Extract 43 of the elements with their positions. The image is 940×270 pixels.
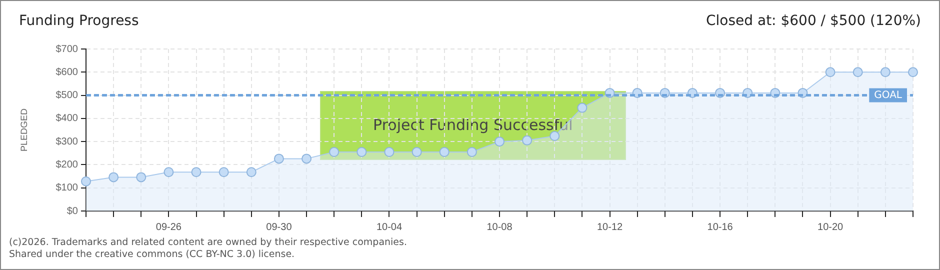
x-tick-label: 10-04 <box>376 222 402 233</box>
point <box>108 172 119 182</box>
point <box>246 167 256 178</box>
x-tick-label: 09-30 <box>266 222 292 233</box>
x-tick-label: 10-16 <box>707 222 734 233</box>
point <box>136 172 146 182</box>
y-tick-label: $100 <box>56 182 78 194</box>
point <box>191 167 202 178</box>
ref-line-label: GOAL <box>874 90 902 101</box>
point <box>164 167 174 178</box>
text: Shared under the creative commons (CC BY-NC 3.0) license. <box>9 249 295 260</box>
point <box>908 67 918 78</box>
x-tick-label: 10-08 <box>486 222 513 233</box>
y-tick-label: $600 <box>56 66 78 78</box>
text: (c)2026. Trademarks and related content are owned by their respective companies. <box>9 237 407 248</box>
point <box>412 146 422 157</box>
point <box>274 154 284 164</box>
point <box>439 146 450 157</box>
point <box>852 67 863 78</box>
point <box>218 167 229 178</box>
y-tick-label: $500 <box>56 90 78 102</box>
text: Closed at: $600 / $500 (120%) <box>706 13 921 29</box>
point <box>81 176 91 186</box>
point <box>825 67 836 78</box>
y-tick-label: $300 <box>56 136 78 148</box>
point <box>880 67 890 78</box>
point <box>494 136 504 147</box>
x-tick-label: 10-12 <box>596 222 623 233</box>
point <box>329 146 340 157</box>
point <box>384 146 394 157</box>
point <box>466 146 477 157</box>
y-tick-label: $200 <box>56 159 78 170</box>
point <box>356 146 367 157</box>
y-tick-label: $400 <box>56 113 78 124</box>
point <box>577 102 588 113</box>
point <box>302 154 312 164</box>
x-tick-label: 10-20 <box>818 222 844 233</box>
y-tick-label: $700 <box>56 44 78 55</box>
point <box>522 135 532 146</box>
x-tick-label: 09-26 <box>156 222 182 233</box>
chart-title: Funding Progress <box>19 13 139 29</box>
y-tick-label: $0 <box>66 206 78 217</box>
y-axis-title: PLEDGED <box>18 108 29 152</box>
